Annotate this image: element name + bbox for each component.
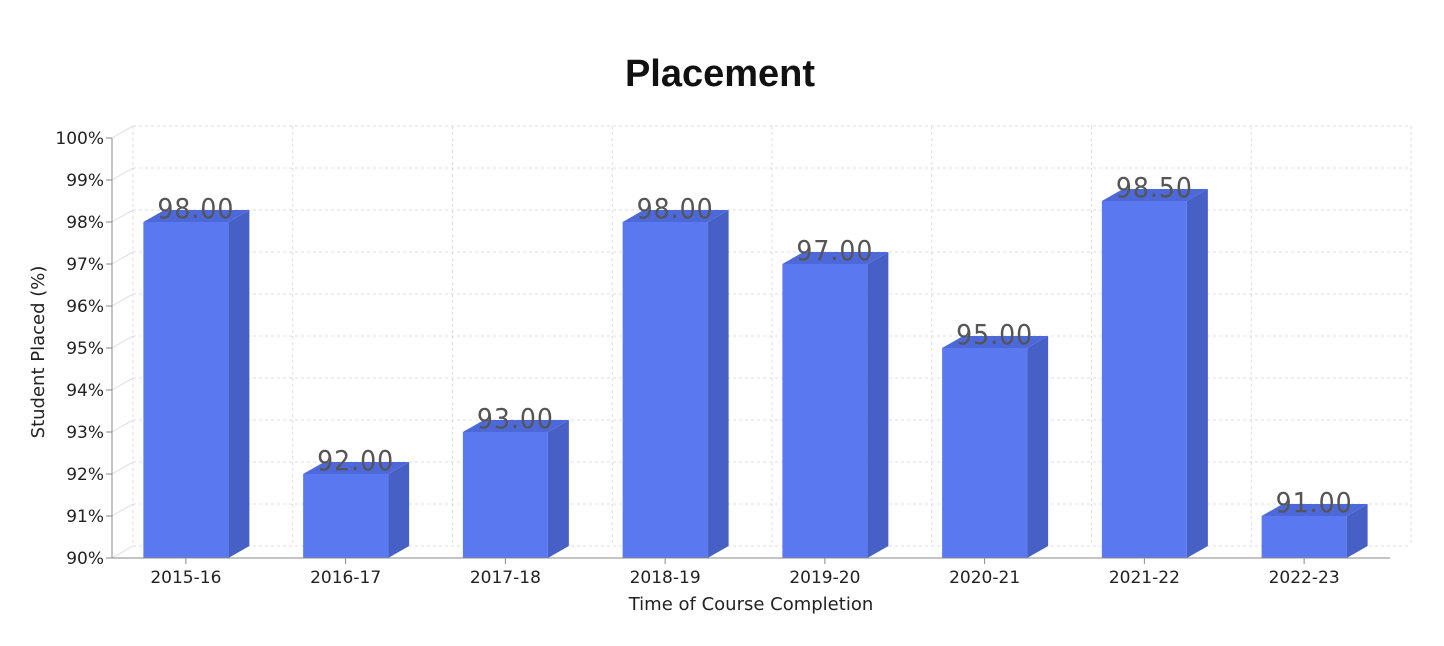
bar-side [388, 462, 410, 558]
y-tick-label: 93% [66, 423, 104, 443]
x-tick-label: 2020-21 [949, 568, 1020, 588]
x-tick-label: 2016-17 [310, 568, 381, 588]
bar-side [547, 420, 569, 558]
y-tick-label: 97% [66, 255, 104, 275]
bar [782, 264, 868, 558]
grid-line-depth [111, 545, 134, 559]
bar [622, 222, 708, 558]
bar [1101, 201, 1187, 558]
x-tick-label: 2015-16 [150, 568, 221, 588]
bar-top [143, 210, 250, 222]
bar-side [1027, 336, 1049, 558]
y-tick-label: 90% [66, 549, 104, 569]
bar-top [622, 210, 729, 222]
bar [942, 348, 1028, 558]
grid-line-depth [111, 461, 134, 475]
y-tick-label: 98% [66, 213, 104, 233]
bar-top [1261, 504, 1368, 516]
bar-top [1101, 189, 1208, 201]
data-label: 95.00 [956, 318, 1033, 351]
chart-title: Placement [625, 53, 815, 95]
y-tick-label: 92% [66, 465, 104, 485]
y-tick-label: 91% [66, 507, 104, 527]
bar-layer [143, 189, 1368, 558]
grid-line-depth [111, 251, 134, 265]
x-tick-layer: 2015-16 2016-17 2017-18 2018-19 2019-20 2020-… [150, 558, 1340, 588]
x-tick-label: 2017-18 [470, 568, 541, 588]
bar-side [867, 252, 889, 558]
grid-line-depth [111, 419, 134, 433]
bar-top [462, 420, 569, 432]
bar-side [1346, 504, 1368, 558]
y-tick-label: 95% [66, 339, 104, 359]
bar-side [228, 210, 250, 558]
x-tick-label: 2021-22 [1109, 568, 1180, 588]
grid-line-depth [111, 209, 134, 223]
bar-top [303, 462, 410, 474]
bar-side [707, 210, 729, 558]
x-tick-label: 2019-20 [789, 568, 860, 588]
data-label: 92.00 [317, 444, 394, 477]
x-axis-label: Time of Course Completion [628, 594, 874, 615]
y-tick-label: 99% [66, 171, 104, 191]
bar-top [942, 336, 1049, 348]
grid-line-depth [111, 377, 134, 391]
bar [462, 432, 548, 558]
bar [303, 474, 389, 558]
grid-line-depth [111, 167, 134, 181]
bar-side [1186, 189, 1208, 558]
grid-line-depth [111, 503, 134, 517]
y-tick-layer: 90% 91% 92% 93% 94% 95% 96% 97% 98% 99% 100% [55, 129, 112, 569]
bar-top [782, 252, 889, 264]
data-label: 91.00 [1276, 486, 1353, 519]
data-label-layer: 98.00 92.00 93.00 98.00 97.00 95.00 98.50 91.00 [157, 171, 1353, 519]
y-tick-label: 96% [66, 297, 104, 317]
grid-line-depth [111, 293, 134, 307]
data-label: 98.00 [157, 192, 234, 225]
grid-line-depth [111, 335, 134, 349]
data-label: 98.50 [1116, 171, 1193, 204]
y-axis-label: Student Placed (%) [28, 266, 49, 439]
data-label: 97.00 [796, 234, 873, 267]
bar [1261, 516, 1347, 558]
data-label: 93.00 [477, 402, 554, 435]
bar [143, 222, 229, 558]
y-tick-label: 100% [55, 129, 104, 149]
x-tick-label: 2018-19 [630, 568, 701, 588]
data-label: 98.00 [637, 192, 714, 225]
grid-line-depth [111, 125, 134, 139]
x-tick-label: 2022-23 [1269, 568, 1340, 588]
y-tick-label: 94% [66, 381, 104, 401]
